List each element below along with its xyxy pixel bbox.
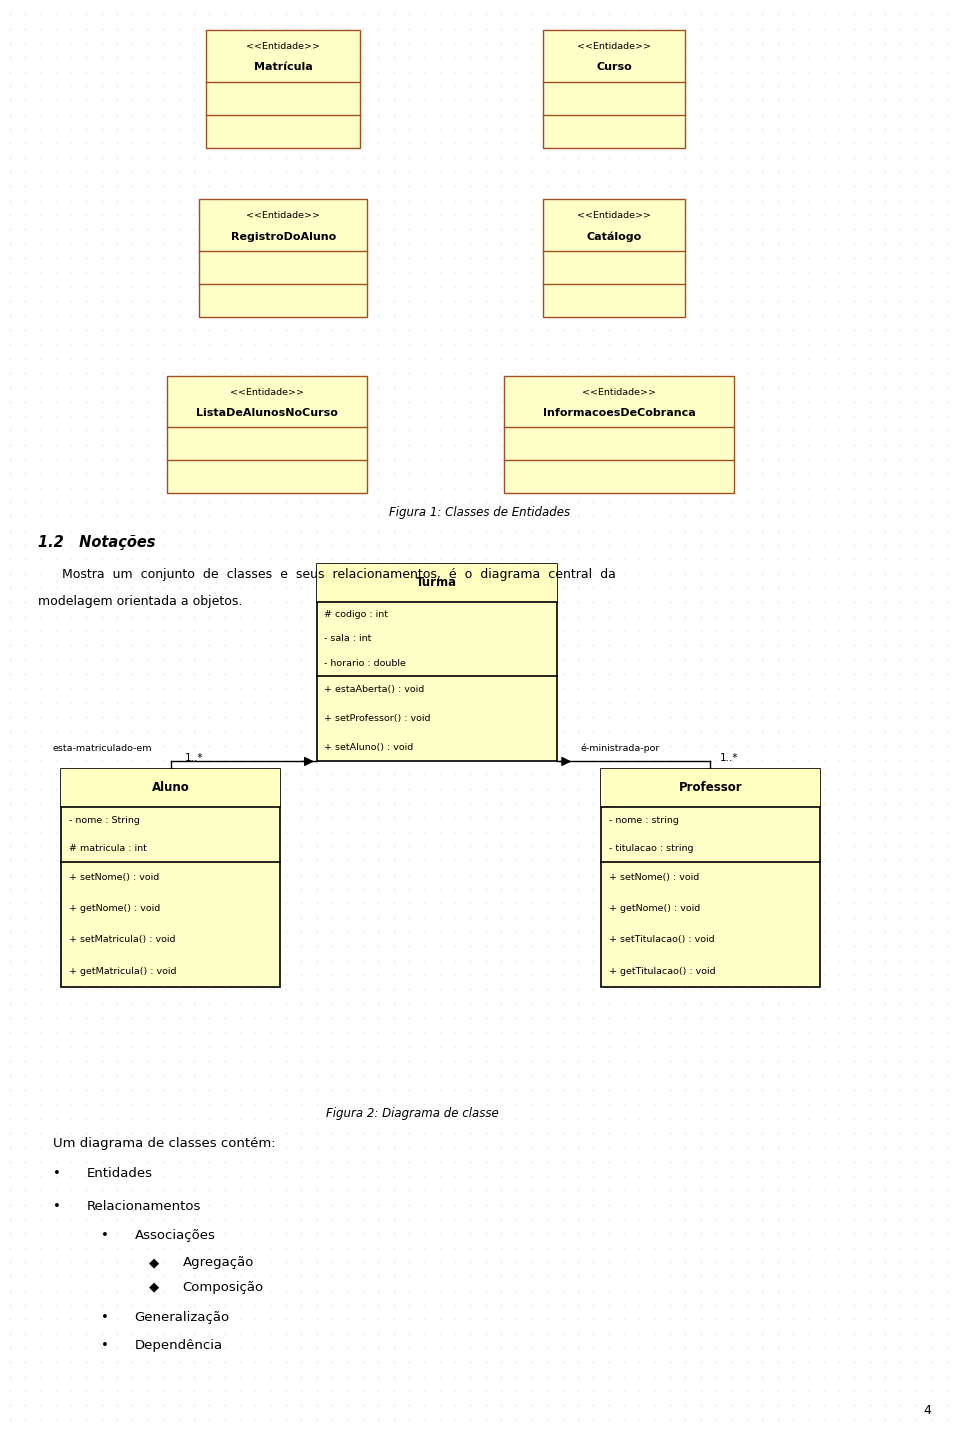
Text: <<Entidade>>: <<Entidade>> bbox=[229, 387, 304, 397]
Bar bbox=[61, 769, 280, 807]
Text: Aluno: Aluno bbox=[152, 782, 190, 794]
Text: <<Entidade>>: <<Entidade>> bbox=[246, 42, 321, 52]
Text: Agregação: Agregação bbox=[182, 1256, 253, 1269]
Text: + setTitulacao() : void: + setTitulacao() : void bbox=[609, 935, 714, 945]
Text: # matricula : int: # matricula : int bbox=[69, 843, 147, 853]
Text: + getNome() : void: + getNome() : void bbox=[69, 905, 160, 913]
Text: - horario : double: - horario : double bbox=[324, 658, 406, 668]
Text: Entidades: Entidades bbox=[86, 1167, 153, 1180]
Text: Curso: Curso bbox=[596, 62, 633, 72]
Text: •: • bbox=[101, 1229, 108, 1242]
Text: + setProfessor() : void: + setProfessor() : void bbox=[324, 714, 431, 723]
Text: 1.2   Notações: 1.2 Notações bbox=[38, 535, 156, 549]
Text: + estaAberta() : void: + estaAberta() : void bbox=[324, 685, 424, 694]
Text: Mostra  um  conjunto  de  classes  e  seus  relacionamentos,  é  o  diagrama  ce: Mostra um conjunto de classes e seus rel… bbox=[38, 568, 616, 581]
Text: # codigo : int: # codigo : int bbox=[324, 609, 389, 619]
Text: Associações: Associações bbox=[134, 1229, 215, 1242]
Text: Um diagrama de classes contém:: Um diagrama de classes contém: bbox=[53, 1137, 276, 1150]
Text: + getTitulacao() : void: + getTitulacao() : void bbox=[609, 967, 715, 975]
Text: + setAluno() : void: + setAluno() : void bbox=[324, 743, 414, 751]
Bar bbox=[543, 30, 685, 148]
Bar bbox=[200, 199, 367, 317]
Text: RegistroDoAluno: RegistroDoAluno bbox=[230, 231, 336, 241]
Text: •: • bbox=[53, 1167, 60, 1180]
Bar bbox=[167, 376, 367, 493]
Text: esta-matriculado-em: esta-matriculado-em bbox=[53, 744, 153, 753]
Text: + getNome() : void: + getNome() : void bbox=[609, 905, 700, 913]
Text: - sala : int: - sala : int bbox=[324, 634, 372, 644]
Text: modelagem orientada a objetos.: modelagem orientada a objetos. bbox=[38, 595, 243, 608]
Text: ◆: ◆ bbox=[149, 1256, 159, 1269]
Text: - titulacao : string: - titulacao : string bbox=[609, 843, 693, 853]
Text: •: • bbox=[101, 1339, 108, 1352]
Text: - nome : string: - nome : string bbox=[609, 816, 679, 825]
Text: Turma: Turma bbox=[417, 576, 457, 589]
Bar bbox=[317, 564, 557, 602]
Text: + setMatricula() : void: + setMatricula() : void bbox=[69, 935, 176, 945]
Text: Professor: Professor bbox=[679, 782, 742, 794]
Bar bbox=[61, 769, 280, 987]
Text: <<Entidade>>: <<Entidade>> bbox=[577, 211, 652, 221]
Text: ListaDeAlunosNoCurso: ListaDeAlunosNoCurso bbox=[196, 407, 338, 417]
Text: •: • bbox=[101, 1311, 108, 1324]
Text: •: • bbox=[53, 1200, 60, 1213]
Bar bbox=[206, 30, 360, 148]
Bar bbox=[543, 199, 685, 317]
Text: <<Entidade>>: <<Entidade>> bbox=[246, 211, 321, 221]
Text: Relacionamentos: Relacionamentos bbox=[86, 1200, 201, 1213]
Bar bbox=[504, 376, 734, 493]
Text: <<Entidade>>: <<Entidade>> bbox=[577, 42, 652, 52]
Bar bbox=[601, 769, 820, 987]
Text: Generalização: Generalização bbox=[134, 1311, 229, 1324]
Text: - nome : String: - nome : String bbox=[69, 816, 140, 825]
Text: ◆: ◆ bbox=[149, 1281, 159, 1293]
Text: InformacoesDeCobranca: InformacoesDeCobranca bbox=[542, 407, 696, 417]
Text: Figura 1: Classes de Entidades: Figura 1: Classes de Entidades bbox=[390, 506, 570, 519]
Text: 1..*: 1..* bbox=[720, 753, 738, 763]
Text: Figura 2: Diagrama de classe: Figura 2: Diagrama de classe bbox=[326, 1107, 499, 1120]
Text: + setNome() : void: + setNome() : void bbox=[69, 873, 159, 882]
Bar bbox=[317, 564, 557, 761]
Text: é-ministrada-por: é-ministrada-por bbox=[581, 743, 660, 753]
Text: Composição: Composição bbox=[182, 1281, 264, 1293]
Text: Catálogo: Catálogo bbox=[587, 231, 642, 242]
Text: + setNome() : void: + setNome() : void bbox=[609, 873, 699, 882]
Bar bbox=[601, 769, 820, 807]
Text: Matrícula: Matrícula bbox=[253, 62, 313, 72]
Text: 4: 4 bbox=[924, 1404, 931, 1417]
Text: Dependência: Dependência bbox=[134, 1339, 223, 1352]
Text: <<Entidade>>: <<Entidade>> bbox=[582, 387, 657, 397]
Text: 1..*: 1..* bbox=[185, 753, 204, 763]
Text: + getMatricula() : void: + getMatricula() : void bbox=[69, 967, 177, 975]
